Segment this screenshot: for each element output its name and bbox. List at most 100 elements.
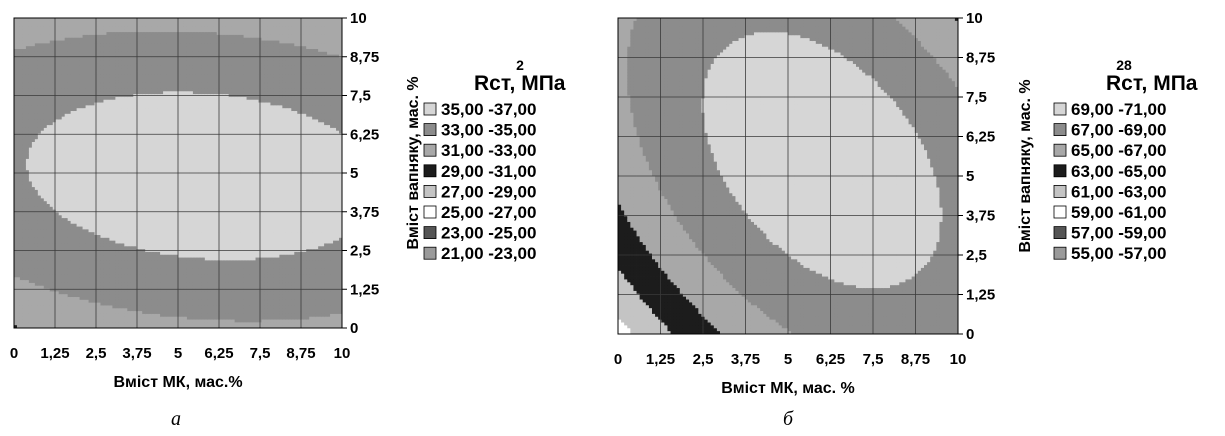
contour-cell — [106, 85, 110, 89]
contour-cell — [130, 271, 134, 275]
contour-cell — [118, 82, 122, 87]
contour-cell — [91, 80, 95, 84]
contour-cell — [61, 49, 66, 53]
contour-cell — [145, 156, 149, 160]
contour-cell — [25, 122, 30, 126]
contour-cell — [136, 260, 140, 264]
contour-cell — [88, 153, 92, 157]
contour-cell — [100, 113, 104, 118]
contour-cell — [106, 299, 110, 304]
contour-cell — [112, 175, 116, 180]
contour-cell — [58, 181, 63, 185]
contour-cell — [145, 133, 149, 137]
contour-cell — [118, 130, 122, 134]
contour-cell — [14, 311, 18, 315]
contour-cell — [70, 99, 75, 103]
contour-cell — [22, 136, 27, 140]
contour-cell — [43, 142, 48, 146]
contour-cell — [43, 302, 48, 306]
contour-cell — [28, 223, 33, 227]
contour-cell — [46, 57, 51, 61]
contour-cell — [34, 220, 39, 225]
contour-cell — [22, 235, 27, 239]
contour-cell — [130, 178, 134, 182]
contour-cell — [61, 18, 66, 22]
contour-cell — [130, 288, 134, 292]
contour-cell — [91, 102, 95, 106]
contour-cell — [76, 319, 80, 323]
contour-cell — [58, 26, 63, 30]
contour-cell — [70, 88, 75, 92]
contour-cell — [19, 113, 24, 118]
contour-cell — [76, 111, 80, 115]
contour-cell — [97, 54, 101, 58]
contour-cell — [14, 282, 18, 287]
contour-cell — [40, 122, 45, 126]
contour-cell — [70, 63, 75, 67]
contour-cell — [31, 77, 36, 81]
contour-cell — [121, 63, 125, 67]
contour-cell — [25, 139, 30, 143]
contour-cell — [136, 294, 140, 298]
contour-cell — [52, 237, 57, 242]
contour-cell — [25, 161, 30, 165]
contour-cell — [112, 122, 116, 126]
contour-cell — [70, 113, 75, 118]
contour-cell — [58, 240, 63, 244]
contour-cell — [14, 271, 18, 275]
contour-cell — [124, 96, 128, 101]
contour-cell — [25, 32, 30, 36]
contour-cell — [34, 229, 39, 233]
contour-cell — [136, 127, 140, 132]
contour-cell — [115, 277, 119, 281]
contour-cell — [46, 88, 51, 92]
contour-cell — [37, 175, 42, 180]
contour-cell — [73, 274, 78, 278]
contour-cell — [67, 136, 72, 140]
contour-cell — [124, 167, 128, 171]
contour-cell — [103, 215, 107, 219]
contour-cell — [49, 240, 54, 244]
contour-cell — [112, 96, 116, 101]
contour-cell — [55, 187, 60, 191]
contour-cell — [61, 119, 66, 123]
contour-cell — [124, 102, 128, 106]
contour-cell — [142, 54, 146, 58]
contour-cell — [97, 40, 101, 44]
contour-cell — [88, 82, 92, 87]
contour-cell — [124, 29, 128, 33]
contour-cell — [79, 133, 83, 137]
contour-cell — [109, 127, 113, 132]
contour-cell — [37, 305, 42, 309]
contour-cell — [22, 96, 27, 101]
contour-cell — [55, 274, 60, 278]
contour-cell — [133, 108, 137, 112]
contour-cell — [73, 192, 78, 196]
contour-cell — [106, 144, 110, 149]
contour-cell — [85, 88, 89, 92]
contour-cell — [97, 263, 101, 267]
contour-cell — [16, 133, 21, 137]
contour-cell — [16, 316, 21, 320]
contour-cell — [79, 316, 83, 320]
contour-cell — [40, 266, 45, 270]
contour-cell — [115, 68, 119, 72]
contour-cell — [52, 161, 57, 165]
contour-cell — [109, 288, 113, 292]
contour-cell — [130, 63, 134, 67]
contour-cell — [133, 316, 137, 320]
contour-cell — [40, 68, 45, 72]
contour-cell — [14, 113, 18, 118]
contour-cell — [55, 125, 60, 129]
contour-cell — [88, 54, 92, 58]
contour-cell — [28, 268, 33, 273]
contour-cell — [103, 71, 107, 75]
contour-cell — [70, 18, 75, 22]
contour-cell — [142, 111, 146, 115]
contour-cell — [14, 32, 18, 36]
contour-cell — [115, 184, 119, 188]
contour-cell — [22, 218, 27, 222]
contour-cell — [121, 325, 125, 328]
contour-cell — [70, 108, 75, 112]
contour-cell — [148, 136, 152, 140]
